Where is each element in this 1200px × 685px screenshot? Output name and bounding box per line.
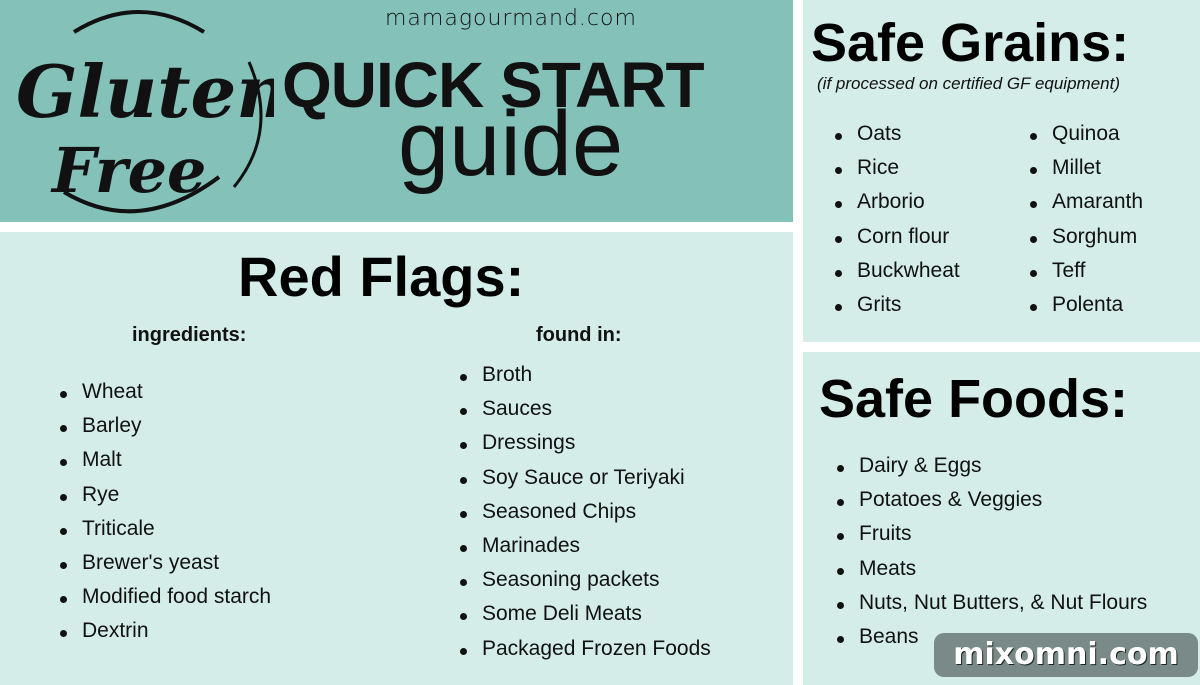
watermark: mixomni.com xyxy=(934,633,1198,677)
list-item: Broth xyxy=(458,363,711,397)
red-flags-panel: Red Flags: ingredients: found in: Wheat … xyxy=(0,232,793,685)
ingredients-list: Wheat Barley Malt Rye Triticale Brewer's… xyxy=(58,380,271,654)
safe-foods-title: Safe Foods: xyxy=(819,369,1129,429)
list-item: Modified food starch xyxy=(58,585,271,619)
list-item: Corn flour xyxy=(833,225,960,259)
list-item: Rye xyxy=(58,483,271,517)
found-in-label: found in: xyxy=(536,324,622,346)
list-item: Rice xyxy=(833,156,960,190)
list-item: Some Deli Meats xyxy=(458,602,711,636)
list-item: Polenta xyxy=(1028,293,1143,327)
page-title: QUICK START xyxy=(282,49,705,121)
ingredients-label: ingredients: xyxy=(132,324,247,346)
list-item: Dextrin xyxy=(58,619,271,653)
list-item: Barley xyxy=(58,414,271,448)
found-in-list: Broth Sauces Dressings Soy Sauce or Teri… xyxy=(458,363,711,671)
list-item: Sauces xyxy=(458,397,711,431)
list-item: Potatoes & Veggies xyxy=(835,488,1147,522)
list-item: Soy Sauce or Teriyaki xyxy=(458,466,711,500)
list-item: Dairy & Eggs xyxy=(835,454,1147,488)
list-item: Wheat xyxy=(58,380,271,414)
red-flags-title: Red Flags: xyxy=(238,245,525,308)
grains-list-2: Quinoa Millet Amaranth Sorghum Teff Pole… xyxy=(1028,122,1143,327)
safe-foods-panel: Safe Foods: Dairy & Eggs Potatoes & Vegg… xyxy=(803,352,1200,685)
list-item: Grits xyxy=(833,293,960,327)
list-item: Sorghum xyxy=(1028,225,1143,259)
page-subtitle: guide xyxy=(398,93,624,195)
list-item: Meats xyxy=(835,557,1147,591)
svg-text:Free: Free xyxy=(50,134,207,207)
list-item: Buckwheat xyxy=(833,259,960,293)
safe-grains-panel: Safe Grains: (if processed on certified … xyxy=(803,0,1200,342)
list-item: Fruits xyxy=(835,522,1147,556)
list-item: Oats xyxy=(833,122,960,156)
list-item: Dressings xyxy=(458,431,711,465)
safe-grains-note: (if processed on certified GF equipment) xyxy=(817,74,1120,93)
list-item: Beans xyxy=(835,625,1147,659)
list-item: Millet xyxy=(1028,156,1143,190)
grains-list-1: Oats Rice Arborio Corn flour Buckwheat G… xyxy=(833,122,960,327)
list-item: Arborio xyxy=(833,190,960,224)
list-item: Seasoned Chips xyxy=(458,500,711,534)
list-item: Quinoa xyxy=(1028,122,1143,156)
site-url: mamagourmand.com xyxy=(385,6,637,31)
safe-foods-list: Dairy & Eggs Potatoes & Veggies Fruits M… xyxy=(835,454,1147,659)
list-item: Marinades xyxy=(458,534,711,568)
list-item: Amaranth xyxy=(1028,190,1143,224)
safe-grains-title: Safe Grains: xyxy=(811,13,1130,73)
list-item: Triticale xyxy=(58,517,271,551)
header-banner: Gluten Free mamagourmand.com QUICK START… xyxy=(0,0,793,222)
list-item: Malt xyxy=(58,448,271,482)
list-item: Nuts, Nut Butters, & Nut Flours xyxy=(835,591,1147,625)
gluten-free-logo: Gluten Free xyxy=(16,10,274,214)
list-item: Teff xyxy=(1028,259,1143,293)
svg-text:Gluten: Gluten xyxy=(16,49,274,134)
list-item: Brewer's yeast xyxy=(58,551,271,585)
list-item: Seasoning packets xyxy=(458,568,711,602)
list-item: Packaged Frozen Foods xyxy=(458,637,711,671)
